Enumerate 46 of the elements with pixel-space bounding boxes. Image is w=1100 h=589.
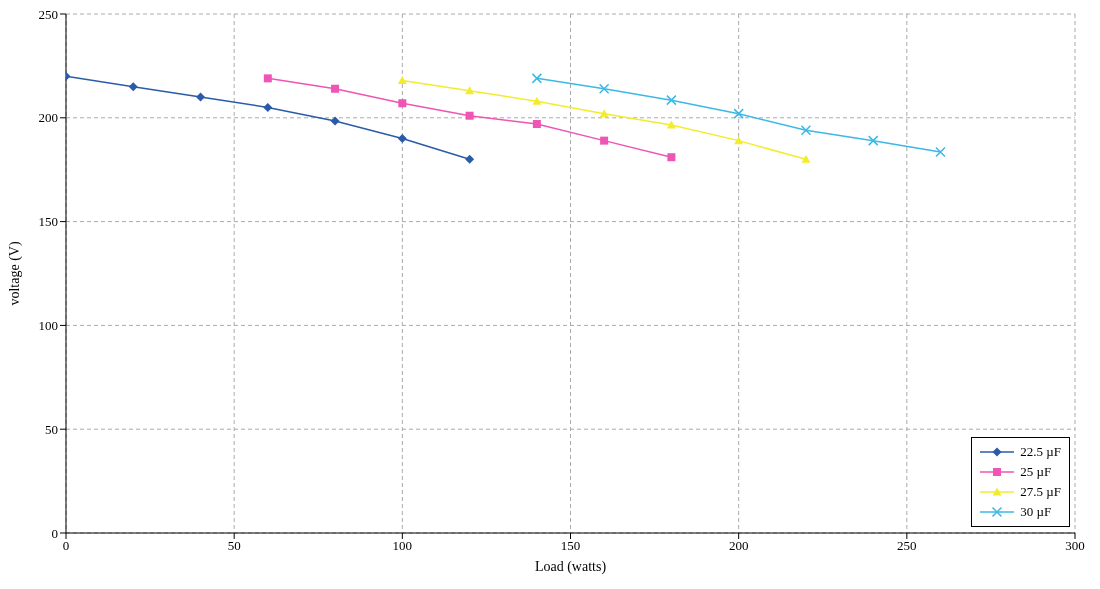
y-tick-label: 0 — [51, 525, 58, 541]
legend-label: 25 µF — [1020, 464, 1052, 480]
x-tick-label: 50 — [227, 538, 241, 554]
legend-label: 22.5 µF — [1020, 444, 1061, 460]
point — [331, 84, 340, 93]
x-tick-label: 250 — [897, 538, 917, 554]
x-tick-label: 0 — [62, 538, 70, 554]
legend-label: 30 µF — [1020, 504, 1052, 520]
point — [398, 99, 407, 108]
y-tick-label: 200 — [38, 110, 58, 126]
point — [666, 94, 677, 106]
y-axis-title: voltage (V) — [6, 241, 23, 306]
point — [666, 120, 676, 129]
point — [733, 108, 744, 119]
point — [532, 96, 542, 105]
legend-label: 27.5 µF — [1020, 484, 1061, 500]
point — [397, 75, 407, 84]
point — [867, 135, 879, 146]
point — [800, 125, 812, 136]
x-tick-label: 100 — [392, 538, 413, 554]
point — [667, 153, 676, 162]
y-tick-label: 50 — [45, 421, 58, 437]
x-tick-label: 300 — [1065, 538, 1085, 554]
point — [128, 82, 138, 92]
point — [465, 111, 474, 120]
point — [465, 154, 475, 164]
point — [531, 73, 543, 84]
point — [598, 83, 610, 94]
point — [397, 134, 407, 144]
point — [196, 92, 206, 102]
y-tick-label: 100 — [38, 318, 58, 334]
point — [532, 120, 541, 129]
x-tick-label: 150 — [560, 538, 581, 554]
point — [801, 154, 811, 163]
point — [599, 109, 609, 118]
point — [935, 146, 946, 158]
y-tick-label: 150 — [38, 214, 58, 230]
point — [600, 136, 609, 145]
point — [465, 86, 475, 95]
point — [263, 102, 273, 112]
y-tick-label: 250 — [38, 6, 58, 22]
point — [734, 136, 744, 145]
x-tick-label: 200 — [728, 538, 749, 554]
point — [263, 74, 272, 83]
x-axis-title: Load (watts) — [534, 559, 607, 575]
point — [330, 116, 340, 126]
